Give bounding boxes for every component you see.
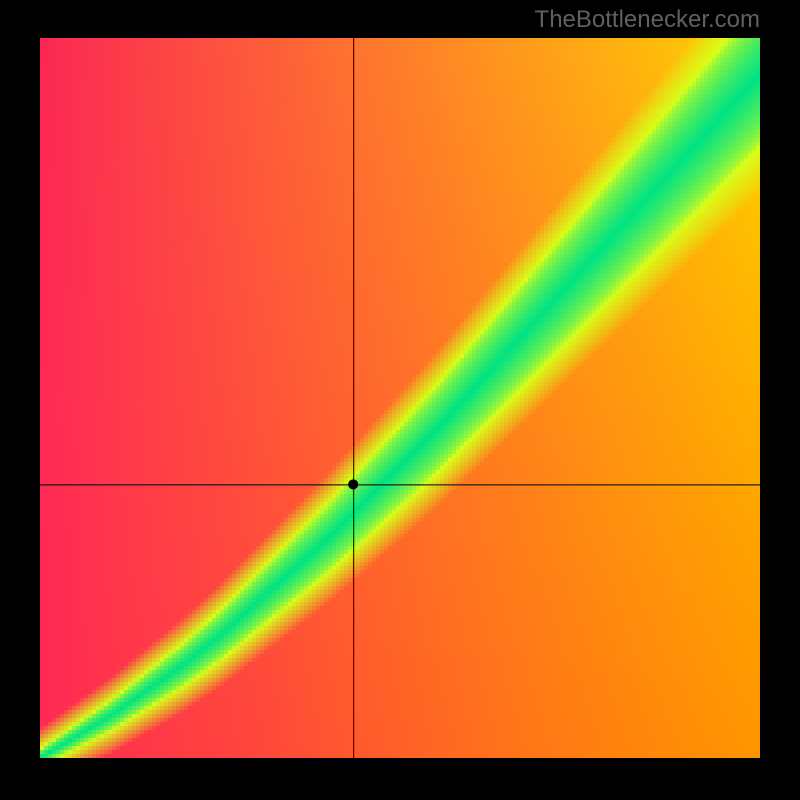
bottleneck-heatmap (0, 0, 800, 800)
watermark-text: TheBottlenecker.com (535, 6, 760, 34)
chart-container: TheBottlenecker.com (0, 0, 800, 800)
